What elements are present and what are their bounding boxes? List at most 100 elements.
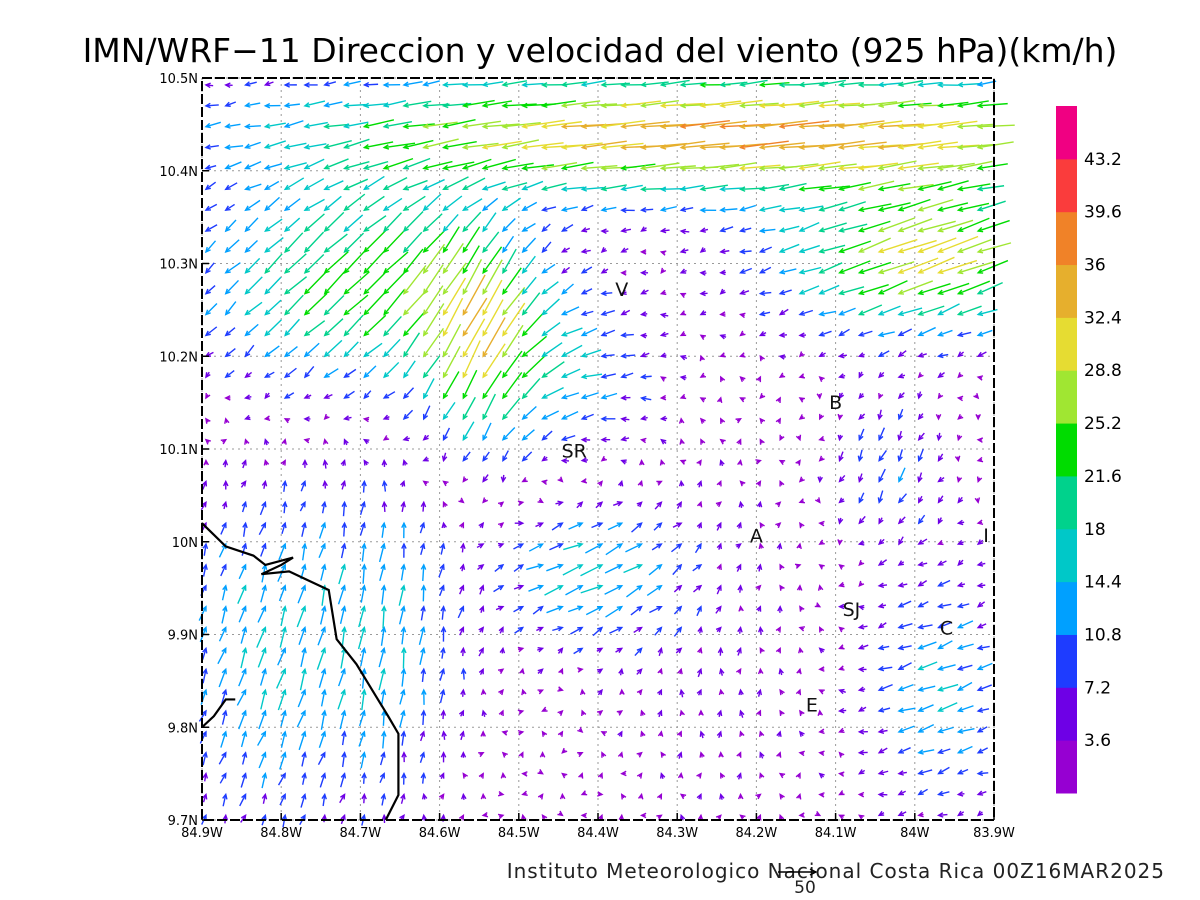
wind-arrow-head [719,352,726,358]
wind-arrow-head [381,458,388,466]
wind-arrow-head [221,500,228,508]
wind-arrow-shaft [284,120,304,128]
wind-arrow [878,517,884,525]
wind-arrow-head [917,310,924,316]
wind-arrow-shaft [441,606,445,620]
wind-arrow [699,227,709,233]
wind-arrow-shaft [542,342,563,357]
wind-arrow [521,222,536,232]
wind-arrow-head [261,542,267,550]
wind-arrow [699,730,705,739]
wind-arrow-head [241,542,248,550]
wind-arrow [671,543,683,553]
wind-arrow-shaft [483,123,520,128]
wind-arrow-shaft [646,585,662,597]
wind-arrow-head [778,247,786,253]
wind-arrow-head [778,144,786,151]
wind-arrow [296,709,306,728]
wind-arrow-head [956,206,964,213]
wind-arrow [818,284,840,295]
wind-arrow-head [502,330,508,337]
wind-arrow [699,397,706,403]
wind-arrow [697,625,703,634]
wind-arrow [716,521,722,531]
wind-arrow-head [363,309,370,316]
wind-arrow-head [778,123,786,130]
wind-arrow-shaft [779,243,800,253]
wind-arrow-head [362,81,370,88]
wind-arrow [462,340,481,379]
wind-arrow-head [283,288,291,295]
wind-arrow-shaft [298,627,306,645]
wind-arrow-shaft [958,305,982,316]
wind-arrow [897,328,913,337]
wind-arrow-head [758,123,766,129]
wind-arrow-head [462,246,468,254]
wind-arrow-shaft [418,627,425,645]
wind-arrow [561,772,568,779]
wind-arrow-shaft [604,585,623,595]
wind-arrow [897,183,934,192]
wind-arrow-head [973,392,980,400]
wind-arrow-head [720,375,726,383]
wind-arrow [224,82,233,88]
wind-arrow-head [739,330,746,337]
wind-arrow [459,730,465,741]
wind-arrow [679,248,689,254]
wind-arrow-head [560,186,568,192]
wind-arrow-head [736,646,742,654]
wind-arrow [918,495,924,504]
wind-arrow-shaft [879,645,890,650]
wind-arrow-head [778,667,784,675]
wind-arrow-head [379,772,385,779]
wind-arrow-head [976,185,984,192]
wind-arrow [258,709,267,730]
wind-arrow-shaft [879,183,911,190]
wind-arrow-head [976,623,984,629]
wind-arrow [399,688,406,705]
wind-arrow-shaft [605,606,623,618]
wind-arrow-shaft [918,326,936,337]
wind-arrow-head [204,82,211,89]
wind-arrow-head [818,647,825,654]
wind-arrow-head [577,667,584,673]
wind-arrow-head [837,227,845,233]
wind-arrow [380,521,387,538]
wind-arrow-shaft [318,669,326,688]
wind-arrow [976,662,993,671]
wind-arrow-head [838,455,844,463]
wind-arrow-shaft [299,669,306,691]
wind-arrow-head [401,772,407,779]
wind-arrow-head [580,352,588,358]
wind-arrow-head [917,686,924,692]
wind-arrow-head [778,227,786,233]
wind-arrow-head [758,290,766,297]
wind-arrow [363,291,387,316]
wind-arrow [976,582,986,589]
wind-arrow-head [420,646,426,654]
wind-arrow-shaft [482,299,504,336]
wind-arrow [877,644,890,651]
wind-arrow-head [956,185,964,192]
wind-arrow [323,140,352,150]
wind-arrow [560,81,588,88]
wind-arrow-shaft [625,543,642,553]
wind-arrow-head [818,186,825,192]
wind-arrow-head [616,501,624,507]
wind-arrow [440,709,447,720]
wind-arrow-shaft [363,291,387,315]
wind-arrow [263,102,281,109]
wind-arrow-head [838,644,845,650]
wind-arrow-head [600,310,608,316]
wind-arrow [301,772,307,785]
wind-arrow [976,539,984,546]
wind-arrow [877,409,883,421]
wind-arrow-shaft [482,212,497,232]
wind-arrow [937,219,974,233]
wind-arrow-head [798,247,806,254]
wind-arrow-shaft [463,158,492,170]
wind-arrow [957,351,965,358]
wind-arrow-head [596,501,604,508]
wind-arrow-head [917,769,924,776]
wind-arrow-head [798,626,806,632]
